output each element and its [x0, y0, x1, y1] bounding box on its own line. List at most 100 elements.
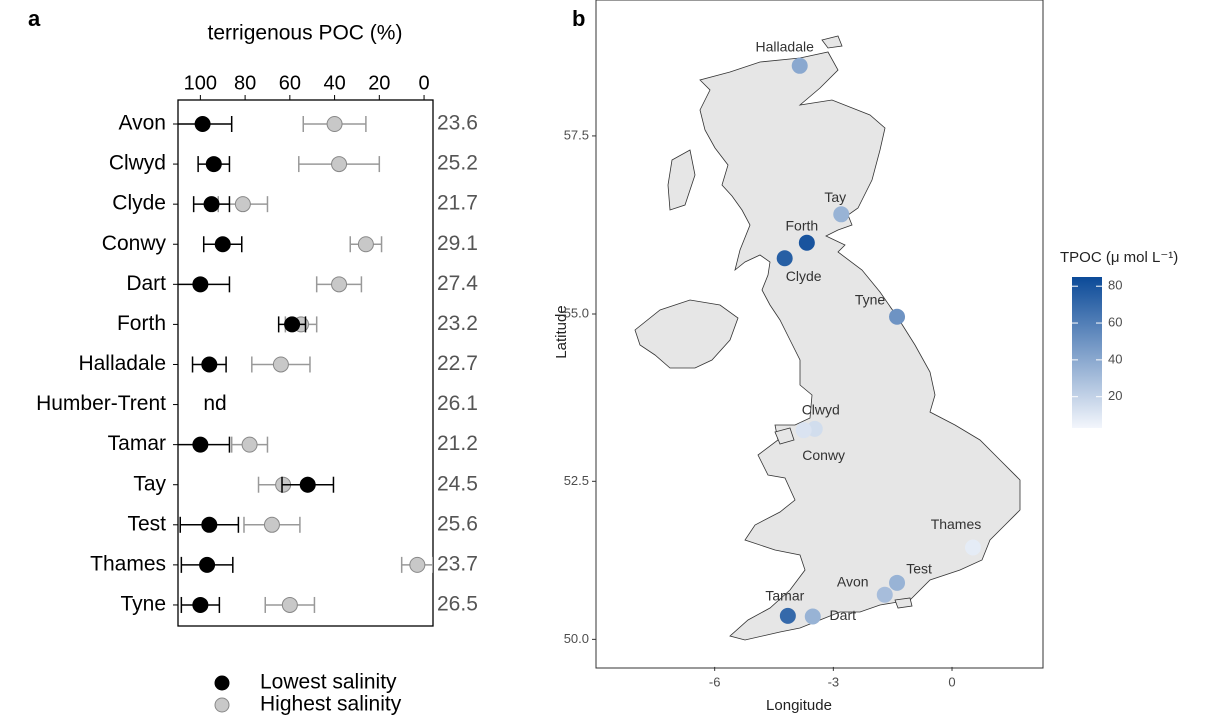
map-frame [595, 0, 1044, 669]
category-label: Conwy [102, 232, 167, 255]
site-label: Thames [931, 516, 982, 532]
category-label: Halladale [78, 352, 166, 375]
point [272, 356, 289, 373]
x-tick-label: 60 [279, 72, 301, 94]
axis-title: terrigenous POC (%) [208, 22, 403, 45]
site-point [779, 607, 796, 624]
category-label: Tamar [108, 432, 166, 455]
point [214, 236, 231, 253]
island [667, 149, 696, 211]
site-label: Conwy [802, 447, 845, 463]
map-shapes [634, 35, 1021, 641]
point [299, 476, 316, 493]
site-point [964, 539, 981, 556]
point [326, 116, 343, 132]
category-label: Clyde [112, 192, 166, 215]
point [205, 156, 222, 173]
y-tick-label: 52.5 [564, 473, 589, 488]
point [241, 436, 258, 453]
colorbar-tick-label: 80 [1108, 278, 1122, 293]
panel-frame [177, 99, 434, 627]
side-value: 23.7 [437, 552, 478, 575]
category-label: Forth [117, 312, 166, 335]
great-britain [699, 51, 1021, 641]
point [192, 276, 209, 293]
colorbar-tick-label: 20 [1108, 388, 1122, 403]
site-point [876, 586, 893, 603]
x-tick-label: 20 [368, 72, 390, 94]
point [201, 356, 218, 373]
panel-b: -6 -3 0 50.0 52.5 55.0 57.5 20 40 60 80 Halladale Ta… [564, 39, 1123, 690]
site-label: Forth [785, 217, 818, 233]
y-tick-label: 55.0 [564, 305, 589, 320]
panel-label: b [572, 6, 585, 31]
point [192, 436, 209, 453]
site-label: Clwyd [802, 402, 840, 418]
side-value: 21.7 [437, 192, 478, 215]
side-value: 22.7 [437, 352, 478, 375]
side-value: 24.5 [437, 472, 478, 495]
point [284, 316, 301, 333]
island [821, 35, 843, 49]
side-value: 23.2 [437, 312, 478, 335]
site-point [791, 57, 808, 74]
side-value: 26.1 [437, 392, 478, 415]
x-tick-label: -6 [709, 674, 721, 689]
point [234, 196, 251, 213]
point [409, 556, 426, 573]
category-label: Humber-Trent [36, 392, 166, 415]
site-label: Halladale [756, 39, 815, 55]
site-label: Avon [837, 573, 869, 589]
category-label: Dart [126, 272, 166, 295]
point [357, 236, 374, 253]
site-label: Tay [824, 189, 846, 205]
point [199, 556, 216, 573]
side-value: 29.1 [437, 232, 478, 255]
point [201, 516, 218, 533]
plot-area [178, 116, 433, 613]
site-label: Test [906, 561, 932, 577]
island [894, 597, 913, 609]
side-value: 27.4 [437, 272, 478, 295]
site-point [795, 422, 812, 439]
site-point [776, 250, 793, 267]
x-tick-label: 0 [948, 674, 955, 689]
x-axis-title: Longitude [766, 697, 832, 714]
side-value: 25.6 [437, 512, 478, 535]
colorbar-tick-label: 60 [1108, 314, 1122, 329]
northern-ireland [634, 299, 739, 369]
panel-a: 100 80 60 40 20 0 Avon 23.6 Clwyd 25.2 Clyde 21.7 Co… [36, 72, 478, 715]
point [331, 156, 348, 173]
missing-label: nd [203, 392, 226, 415]
island [774, 427, 795, 445]
legend-label: Highest salinity [260, 693, 402, 716]
point [331, 276, 348, 293]
point [192, 596, 209, 613]
site-point [804, 608, 821, 625]
y-tick-label: 50.0 [564, 631, 589, 646]
point [203, 196, 220, 213]
category-label: Thames [90, 552, 166, 575]
x-tick-label: 80 [234, 72, 256, 94]
site-label: Clyde [786, 268, 822, 284]
legend-marker [214, 675, 230, 691]
site-point [798, 234, 815, 251]
category-label: Clwyd [109, 152, 166, 175]
colorbar-title: TPOC (μ mol L⁻¹) [1060, 249, 1178, 266]
site-point [833, 206, 850, 223]
legend-marker [214, 697, 230, 713]
x-tick-label: 40 [323, 72, 345, 94]
y-tick-label: 57.5 [564, 127, 589, 142]
point [194, 116, 211, 132]
side-value: 21.2 [437, 432, 478, 455]
site-label: Tyne [855, 291, 886, 307]
site-label: Dart [830, 607, 857, 623]
side-value: 23.6 [437, 112, 478, 135]
legend-label: Lowest salinity [260, 671, 397, 694]
y-axis-title: Latitude [553, 305, 570, 358]
category-label: Avon [119, 112, 167, 135]
category-label: Tay [133, 472, 166, 495]
site-label: Tamar [765, 588, 804, 604]
site-point [889, 308, 906, 325]
